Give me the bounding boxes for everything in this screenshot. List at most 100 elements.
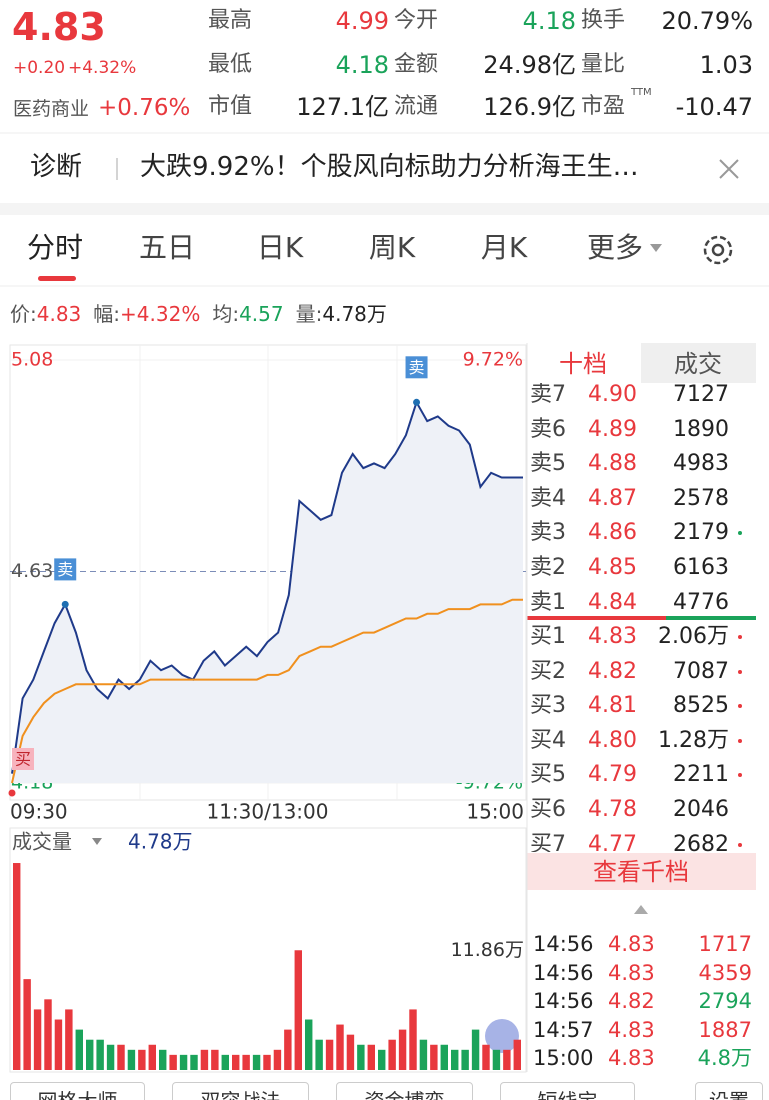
trade-volume: 4.8万 [697, 1046, 752, 1070]
book-level: 买4 [530, 727, 566, 753]
book-tab[interactable]: 十档 [559, 350, 607, 378]
book-volume: 2179 [673, 520, 729, 546]
book-dot [738, 773, 742, 778]
volume-bar [305, 1019, 313, 1070]
book-volume: 7127 [673, 383, 729, 407]
volume-bar [252, 1054, 261, 1070]
volume-title: 成交量 [12, 830, 72, 854]
tab[interactable]: 五日 [138, 231, 196, 264]
volume-bar [242, 1054, 250, 1070]
book-volume: 4776 [673, 589, 729, 615]
trade-price: 4.83 [608, 1017, 655, 1042]
volume-bar [44, 999, 52, 1070]
book-price: 4.87 [588, 485, 637, 511]
book-dot [738, 531, 742, 536]
order-book: 卖7 4.90 7127 卖6 4.89 1890 卖5 4.88 4983 卖4 4.87 2578… [527, 383, 757, 852]
annotation-box [405, 356, 428, 379]
toolbar-button[interactable]: 网格大师 [10, 1082, 145, 1100]
toolbar-button[interactable]: 短线宝 [500, 1082, 635, 1100]
tab[interactable]: 更多 [586, 231, 644, 264]
book-price: 4.88 [588, 451, 637, 477]
volume-bar [461, 1049, 469, 1070]
volume-bar [200, 1049, 209, 1070]
tab[interactable]: 分时 [26, 231, 84, 264]
volume-bar [315, 1039, 323, 1070]
volume-bar [409, 1009, 417, 1070]
book-price: 4.80 [588, 727, 637, 753]
book-volume: 1890 [673, 416, 729, 442]
volume-bar [96, 1039, 104, 1070]
sector[interactable]: 医药商业 [13, 98, 90, 120]
volume-bar [159, 1049, 167, 1070]
book-volume: 2211 [673, 762, 729, 788]
trade-time: 14:56 [533, 989, 594, 1013]
volume-bar [451, 1049, 459, 1070]
stat-label: 最高 [208, 8, 253, 33]
trade-price: 4.83 [608, 1046, 655, 1070]
price: 4.83 [12, 5, 106, 49]
stat-value: -10.47 [675, 93, 753, 121]
volume-bar [211, 1049, 219, 1070]
book-dot [738, 635, 742, 639]
volume-bar [471, 1029, 480, 1070]
stat-label: 量比 [581, 52, 626, 77]
tab[interactable]: 日K [256, 231, 304, 264]
volume-bar [117, 1044, 125, 1070]
stat-label: 市盈 [581, 94, 626, 119]
book-price: 4.78 [588, 797, 637, 822]
volume-bar [346, 1034, 355, 1070]
book-price: 4.89 [588, 416, 637, 442]
annotation: 卖 [409, 358, 425, 377]
volume-bar [33, 1009, 42, 1070]
y-tick-label: 5.08 [11, 349, 53, 371]
collapse-arrow[interactable] [634, 905, 648, 914]
volume-bar [127, 1049, 136, 1070]
stat-value: 1.03 [699, 51, 753, 79]
book-dot [738, 669, 742, 674]
annotation: 买 [15, 750, 31, 769]
y2-tick-label: 9.72% [463, 349, 523, 371]
volume-bar [65, 1009, 73, 1070]
toolbar-button[interactable]: 设置 [695, 1082, 763, 1100]
stat-label: 流通 [394, 94, 439, 119]
toolbar-button[interactable]: 资金博弈 [336, 1082, 473, 1100]
stat-value: 20.79% [661, 7, 753, 35]
book-price: 4.86 [588, 520, 637, 546]
average-line [11, 598, 523, 784]
more-button-bg[interactable] [527, 853, 756, 890]
volume-value: 4.78万 [128, 830, 193, 854]
volume-bar [148, 1044, 156, 1070]
tab[interactable]: 周K [368, 231, 416, 264]
close-icon[interactable] [719, 159, 739, 179]
trade-time: 14:57 [533, 1017, 594, 1042]
change-pct: +4.32% [68, 58, 137, 78]
book-tab[interactable]: 成交 [674, 350, 722, 378]
stat-value: 4.99 [335, 7, 389, 35]
book-price: 4.77 [588, 831, 637, 852]
news-text[interactable]: 大跌9.92%！个股风向标助力分析海王生… [140, 152, 639, 182]
price-line [11, 399, 523, 774]
annotation-dot [413, 398, 421, 406]
toolbar-button[interactable]: 双突战法 [172, 1082, 309, 1100]
dropdown-arrow[interactable] [650, 244, 662, 252]
stat-label: 市值 [208, 94, 253, 119]
volume-bar [221, 1054, 229, 1070]
book-level: 卖5 [530, 451, 566, 477]
volume-bar [398, 1029, 407, 1070]
stat-value: 126.9亿 [483, 93, 576, 121]
book-volume: 2682 [673, 831, 729, 852]
volume-bar [513, 1039, 521, 1070]
volume-bar [492, 1049, 501, 1070]
dropdown-arrow[interactable] [92, 838, 102, 845]
book-volume: 4983 [673, 451, 729, 477]
more-button[interactable]: 查看千档 [593, 858, 689, 886]
volume-bar [294, 950, 302, 1070]
tab[interactable]: 月K [480, 231, 528, 264]
settings-icon[interactable] [703, 235, 733, 265]
quote-label: 幅: [93, 302, 121, 326]
x-tick-label: 09:30 [10, 800, 68, 824]
volume-bar [232, 1054, 240, 1070]
news-label: 诊断 [30, 152, 83, 182]
fullscreen-button[interactable] [485, 1019, 519, 1053]
volume-bar [430, 1044, 438, 1070]
